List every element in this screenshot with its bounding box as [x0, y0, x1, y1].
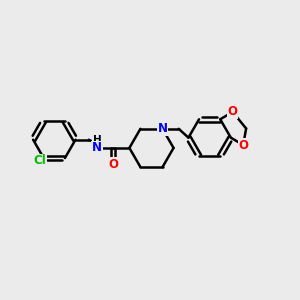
- Text: Cl: Cl: [34, 154, 46, 167]
- Text: N: N: [92, 141, 102, 154]
- Text: O: O: [238, 139, 248, 152]
- Text: O: O: [108, 158, 118, 171]
- Text: N: N: [158, 122, 167, 135]
- Text: H: H: [93, 135, 101, 145]
- Text: O: O: [228, 105, 238, 119]
